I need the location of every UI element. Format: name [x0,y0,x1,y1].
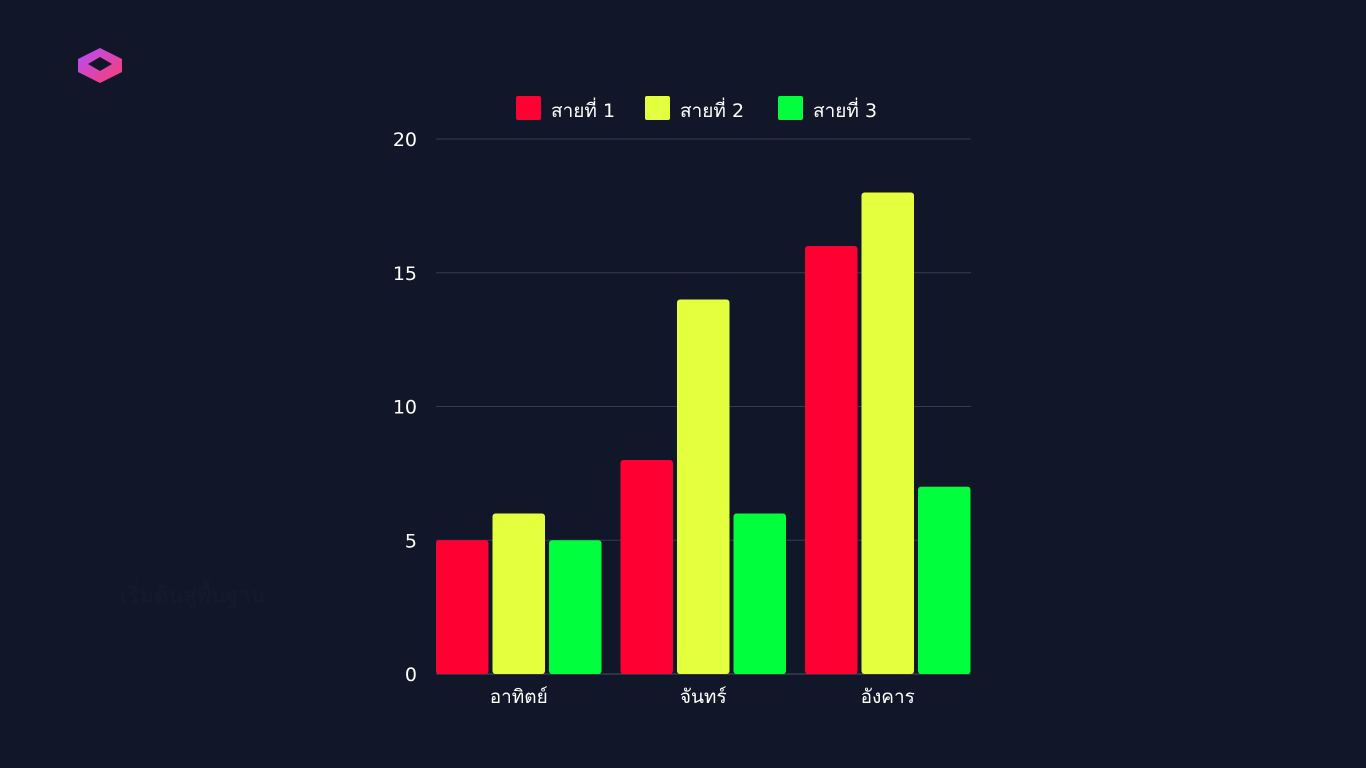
bar-3[interactable] [733,513,787,675]
y-axis-ticks: 0 5 10 15 20 [393,129,417,686]
bar-3[interactable] [918,486,971,674]
bar-2[interactable] [861,192,915,675]
x-tick-label: จันทร์ [680,686,727,708]
bar-1[interactable] [620,460,674,674]
legend-swatch [778,96,803,120]
x-axis-ticks: อาทิตย์ จันทร์ อังคาร [490,686,915,708]
x-tick-label: อังคาร [861,686,915,708]
x-tick-label: อาทิตย์ [490,686,548,708]
y-tick-label: 20 [393,129,417,151]
y-tick-label: 5 [405,530,417,552]
bar-3[interactable] [549,540,602,674]
bar-1[interactable] [436,540,489,674]
legend-label: สายที่ 1 [551,97,615,122]
legend-swatch [516,96,541,120]
bar-1[interactable] [805,246,858,674]
y-tick-label: 10 [393,397,417,419]
legend-label: สายที่ 2 [680,97,744,122]
legend-item[interactable]: สายที่ 1 [516,96,615,122]
logo-icon [78,48,122,83]
legend-label: สายที่ 3 [813,97,877,122]
bar-2[interactable] [492,513,546,675]
bar-2[interactable] [677,299,730,675]
y-tick-label: 15 [393,263,417,285]
y-tick-label: 0 [405,664,417,686]
legend-item[interactable]: สายที่ 3 [778,96,877,122]
hidden-caption: เริ่มต้นสู่พื้นฐาน [120,584,266,609]
bars [436,192,971,675]
legend-swatch [645,96,670,120]
legend: สายที่ 1 สายที่ 2 สายที่ 3 [516,96,877,122]
legend-item[interactable]: สายที่ 2 [645,96,744,122]
